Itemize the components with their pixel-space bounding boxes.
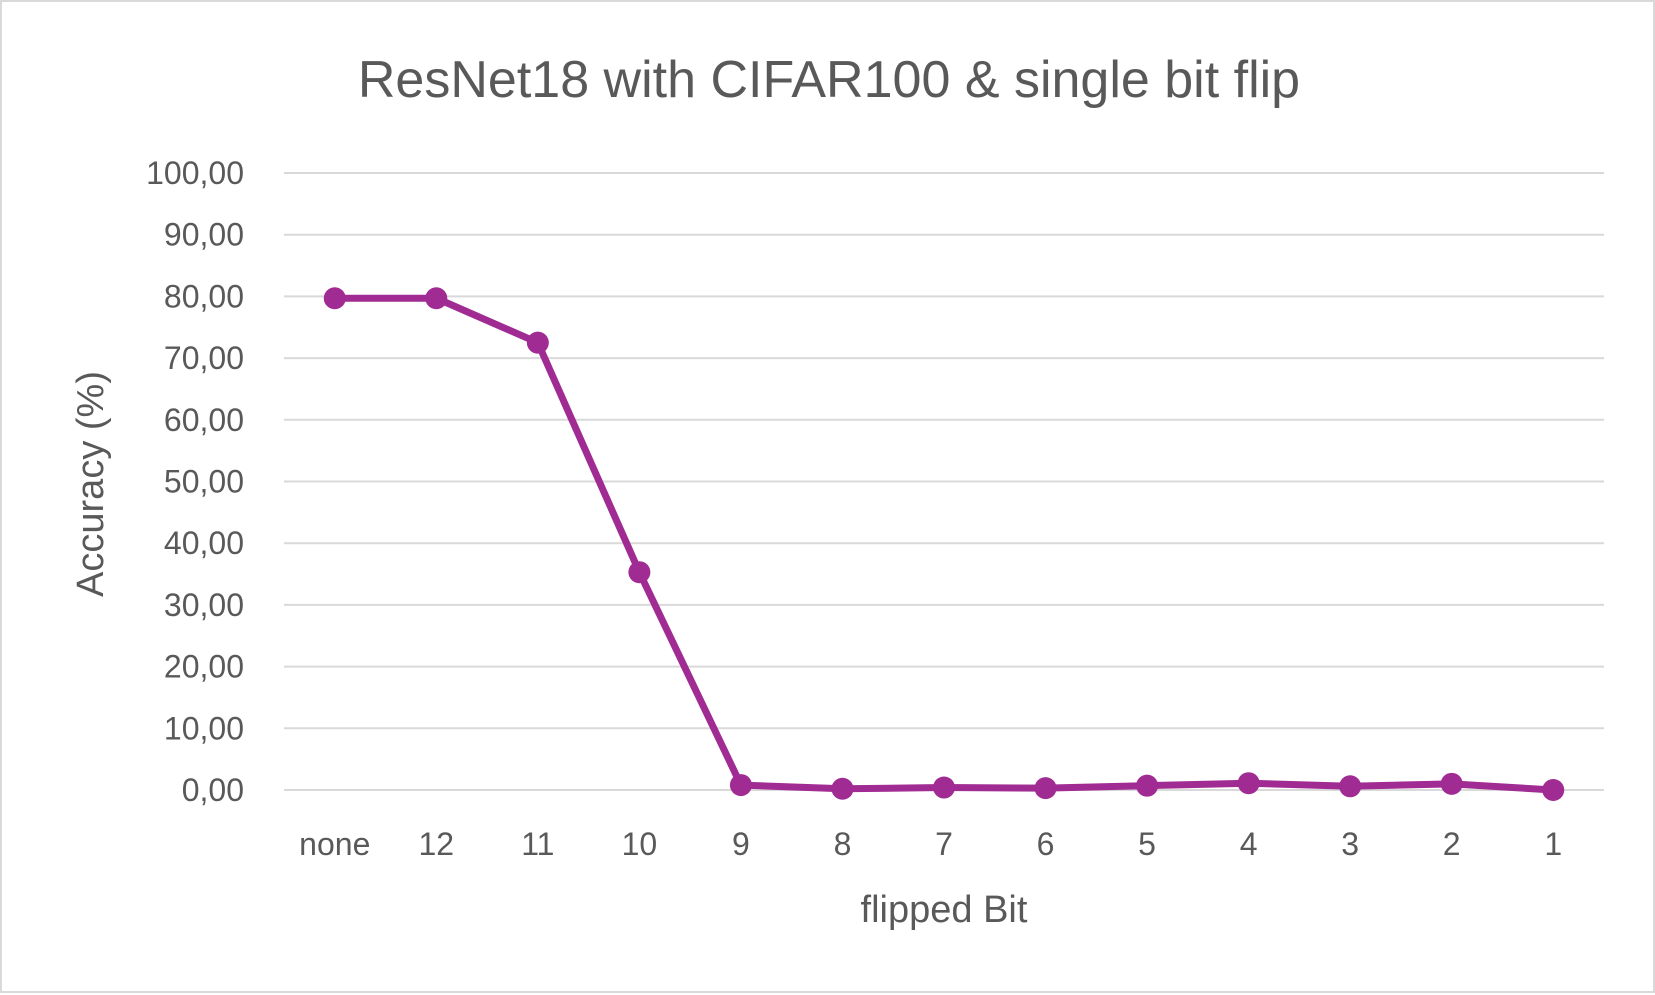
data-point [831,777,854,800]
data-point [425,287,448,310]
gridlines [284,172,1604,791]
y-tick-label: 0,00 [182,772,244,808]
y-tick-label: 80,00 [164,278,244,314]
x-tick-label: 10 [622,826,658,862]
y-tick-label: 70,00 [164,340,244,376]
x-axis-title: flipped Bit [861,889,1028,931]
data-point [1237,772,1260,795]
y-axis-ticks: 0,00 10,00 20,00 30,00 40,00 50,00 60,00 70,00 8… [146,155,244,808]
data-point [1034,777,1057,800]
x-tick-label: 7 [935,826,953,862]
data-point [729,774,752,797]
y-tick-label: 100,00 [146,155,244,191]
x-tick-label: 6 [1037,826,1055,862]
data-point [526,331,549,354]
y-tick-label: 90,00 [164,217,244,253]
chart-title: ResNet18 with CIFAR100 & single bit flip [358,51,1300,109]
x-tick-label: 1 [1544,826,1562,862]
x-tick-label: 12 [419,826,455,862]
x-tick-label: none [299,826,370,862]
y-axis-title: Accuracy (%) [70,371,112,597]
data-point [1339,775,1362,798]
data-point [323,287,346,310]
y-tick-label: 20,00 [164,649,244,685]
x-tick-label: 9 [732,826,750,862]
data-point [628,561,651,584]
x-tick-label: 3 [1341,826,1359,862]
x-tick-label: 4 [1240,826,1258,862]
y-tick-label: 10,00 [164,710,244,746]
y-tick-label: 40,00 [164,525,244,561]
series [323,287,1565,801]
y-tick-label: 50,00 [164,464,244,500]
data-point [1440,772,1463,795]
x-tick-label: 5 [1138,826,1156,862]
x-axis-ticks: none 12 11 10 9 8 7 6 5 4 3 2 1 [299,826,1562,862]
x-tick-label: 2 [1443,826,1461,862]
y-tick-label: 60,00 [164,402,244,438]
data-point [1136,774,1159,797]
y-tick-label: 30,00 [164,587,244,623]
x-tick-label: 11 [521,826,554,862]
x-tick-label: 8 [834,826,852,862]
data-point [933,776,955,799]
data-point [1542,779,1565,801]
